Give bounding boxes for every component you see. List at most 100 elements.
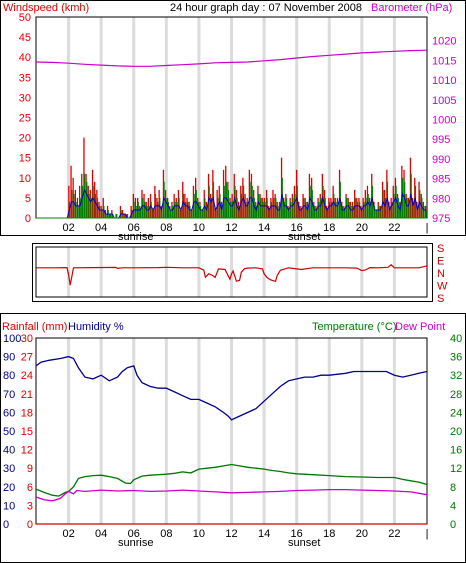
average-bar bbox=[343, 210, 346, 218]
humidity-tick-label: 30 bbox=[3, 463, 15, 475]
average-bar bbox=[315, 210, 318, 218]
temp-x-axis: 02 04 06 08 10 12 14 16 18 20 22 | bbox=[62, 528, 428, 540]
barometer-tick-label: 990 bbox=[432, 154, 450, 166]
gust-bar bbox=[401, 165, 403, 218]
average-bar bbox=[180, 210, 182, 218]
barometer-tick-label: 995 bbox=[432, 134, 450, 146]
temperature-tick-label: 28 bbox=[450, 389, 462, 401]
average-bar bbox=[161, 210, 163, 218]
humidity-tick-label: 10 bbox=[3, 500, 15, 512]
average-bar bbox=[103, 205, 105, 218]
temperature-axis: 0 4 8 12 16 20 24 28 32 36 40 bbox=[450, 333, 462, 531]
gust-bar bbox=[334, 197, 336, 218]
x-tick-label: 08 bbox=[160, 528, 172, 540]
average-bar bbox=[163, 181, 165, 218]
windspeed-tick-label: 40 bbox=[19, 52, 31, 64]
temp-sunrise-label: sunrise bbox=[118, 537, 153, 549]
rain-tick-label: 12 bbox=[21, 445, 33, 457]
windspeed-axis: 0 5 10 15 20 25 30 35 40 45 50 bbox=[19, 12, 31, 225]
wind-sunset-label: sunset bbox=[288, 231, 320, 243]
average-bar bbox=[86, 181, 88, 218]
gust-bar bbox=[317, 197, 319, 218]
average-bar bbox=[204, 197, 206, 218]
average-bar bbox=[397, 197, 399, 218]
average-bar bbox=[202, 210, 204, 218]
average-bar bbox=[376, 210, 378, 218]
x-tick-label: 20 bbox=[356, 528, 368, 540]
humidity-tick-label: 20 bbox=[3, 482, 15, 494]
gust-bar bbox=[126, 214, 128, 218]
gust-bar bbox=[338, 169, 341, 218]
x-tick-label: 22 bbox=[388, 528, 400, 540]
average-bar bbox=[305, 201, 307, 218]
average-bar bbox=[116, 214, 118, 218]
average-bar bbox=[307, 205, 309, 218]
gust-bar bbox=[375, 210, 377, 218]
barometer-tick-label: 1005 bbox=[432, 95, 456, 107]
x-tick-label: 06 bbox=[128, 222, 140, 234]
average-bar bbox=[169, 210, 172, 218]
average-bar bbox=[412, 201, 414, 218]
barometer-ylabel: Barometer (hPa) bbox=[371, 2, 452, 14]
gust-bar bbox=[81, 173, 83, 218]
rain-tick-label: 30 bbox=[21, 333, 33, 345]
average-bar bbox=[290, 201, 292, 218]
wind-lines bbox=[35, 49, 428, 219]
humidity-ylabel: Humidity % bbox=[68, 321, 124, 333]
windspeed-tick-label: 5 bbox=[25, 193, 31, 205]
average-bar bbox=[406, 197, 408, 218]
average-bar bbox=[337, 201, 339, 218]
average-bar bbox=[352, 205, 354, 218]
average-bar bbox=[98, 205, 101, 218]
x-tick-label: 08 bbox=[160, 222, 172, 234]
average-bar bbox=[159, 197, 161, 218]
average-bar bbox=[399, 205, 401, 218]
gust-bar bbox=[308, 173, 311, 218]
average-bar bbox=[313, 205, 316, 218]
average-bar bbox=[197, 201, 200, 218]
temperature-tick-label: 36 bbox=[450, 352, 462, 364]
gust-bar bbox=[72, 177, 74, 218]
average-bar bbox=[111, 214, 114, 218]
x-tick-label: 12 bbox=[225, 222, 237, 234]
wind-title: 24 hour graph day : 07 November 2008 bbox=[170, 2, 362, 14]
gust-bar bbox=[343, 205, 345, 218]
average-bar bbox=[356, 201, 358, 218]
average-bar bbox=[255, 205, 258, 218]
average-bar bbox=[234, 185, 236, 218]
gust-bar bbox=[130, 205, 132, 218]
average-bar bbox=[318, 201, 320, 218]
average-bar bbox=[275, 197, 277, 218]
average-bar bbox=[425, 210, 427, 218]
windspeed-tick-label: 25 bbox=[19, 113, 31, 125]
average-bar bbox=[408, 201, 410, 218]
humidity-tick-label: 50 bbox=[3, 426, 15, 438]
average-bar bbox=[401, 177, 404, 218]
windspeed-tick-label: 15 bbox=[19, 153, 31, 165]
average-bar bbox=[148, 205, 150, 218]
gust-bar bbox=[326, 205, 328, 218]
gust-bar bbox=[263, 197, 265, 218]
wind-x-axis: 02 04 06 08 10 12 14 16 18 20 22 | bbox=[62, 222, 428, 234]
direction-tick-label: W bbox=[437, 281, 448, 293]
average-bar bbox=[416, 205, 419, 218]
gust-bar bbox=[147, 197, 149, 218]
gust-bar bbox=[272, 189, 274, 218]
x-tick-label: 16 bbox=[291, 528, 303, 540]
average-bar bbox=[260, 197, 262, 218]
x-tick-label: 10 bbox=[193, 222, 205, 234]
rain-tick-label: 18 bbox=[21, 407, 33, 419]
average-bar bbox=[350, 205, 352, 218]
gust-bar bbox=[197, 197, 199, 218]
x-tick-label: 18 bbox=[323, 222, 335, 234]
average-bar bbox=[328, 201, 331, 218]
average-bar bbox=[219, 193, 221, 218]
gust-bar bbox=[134, 197, 137, 218]
rainfall-ylabel: Rainfall (mm) bbox=[2, 321, 67, 333]
average-bar bbox=[79, 197, 81, 218]
average-bar bbox=[249, 181, 251, 218]
average-bar bbox=[105, 214, 107, 218]
average-bar bbox=[152, 210, 154, 218]
gust-bar bbox=[250, 173, 253, 218]
